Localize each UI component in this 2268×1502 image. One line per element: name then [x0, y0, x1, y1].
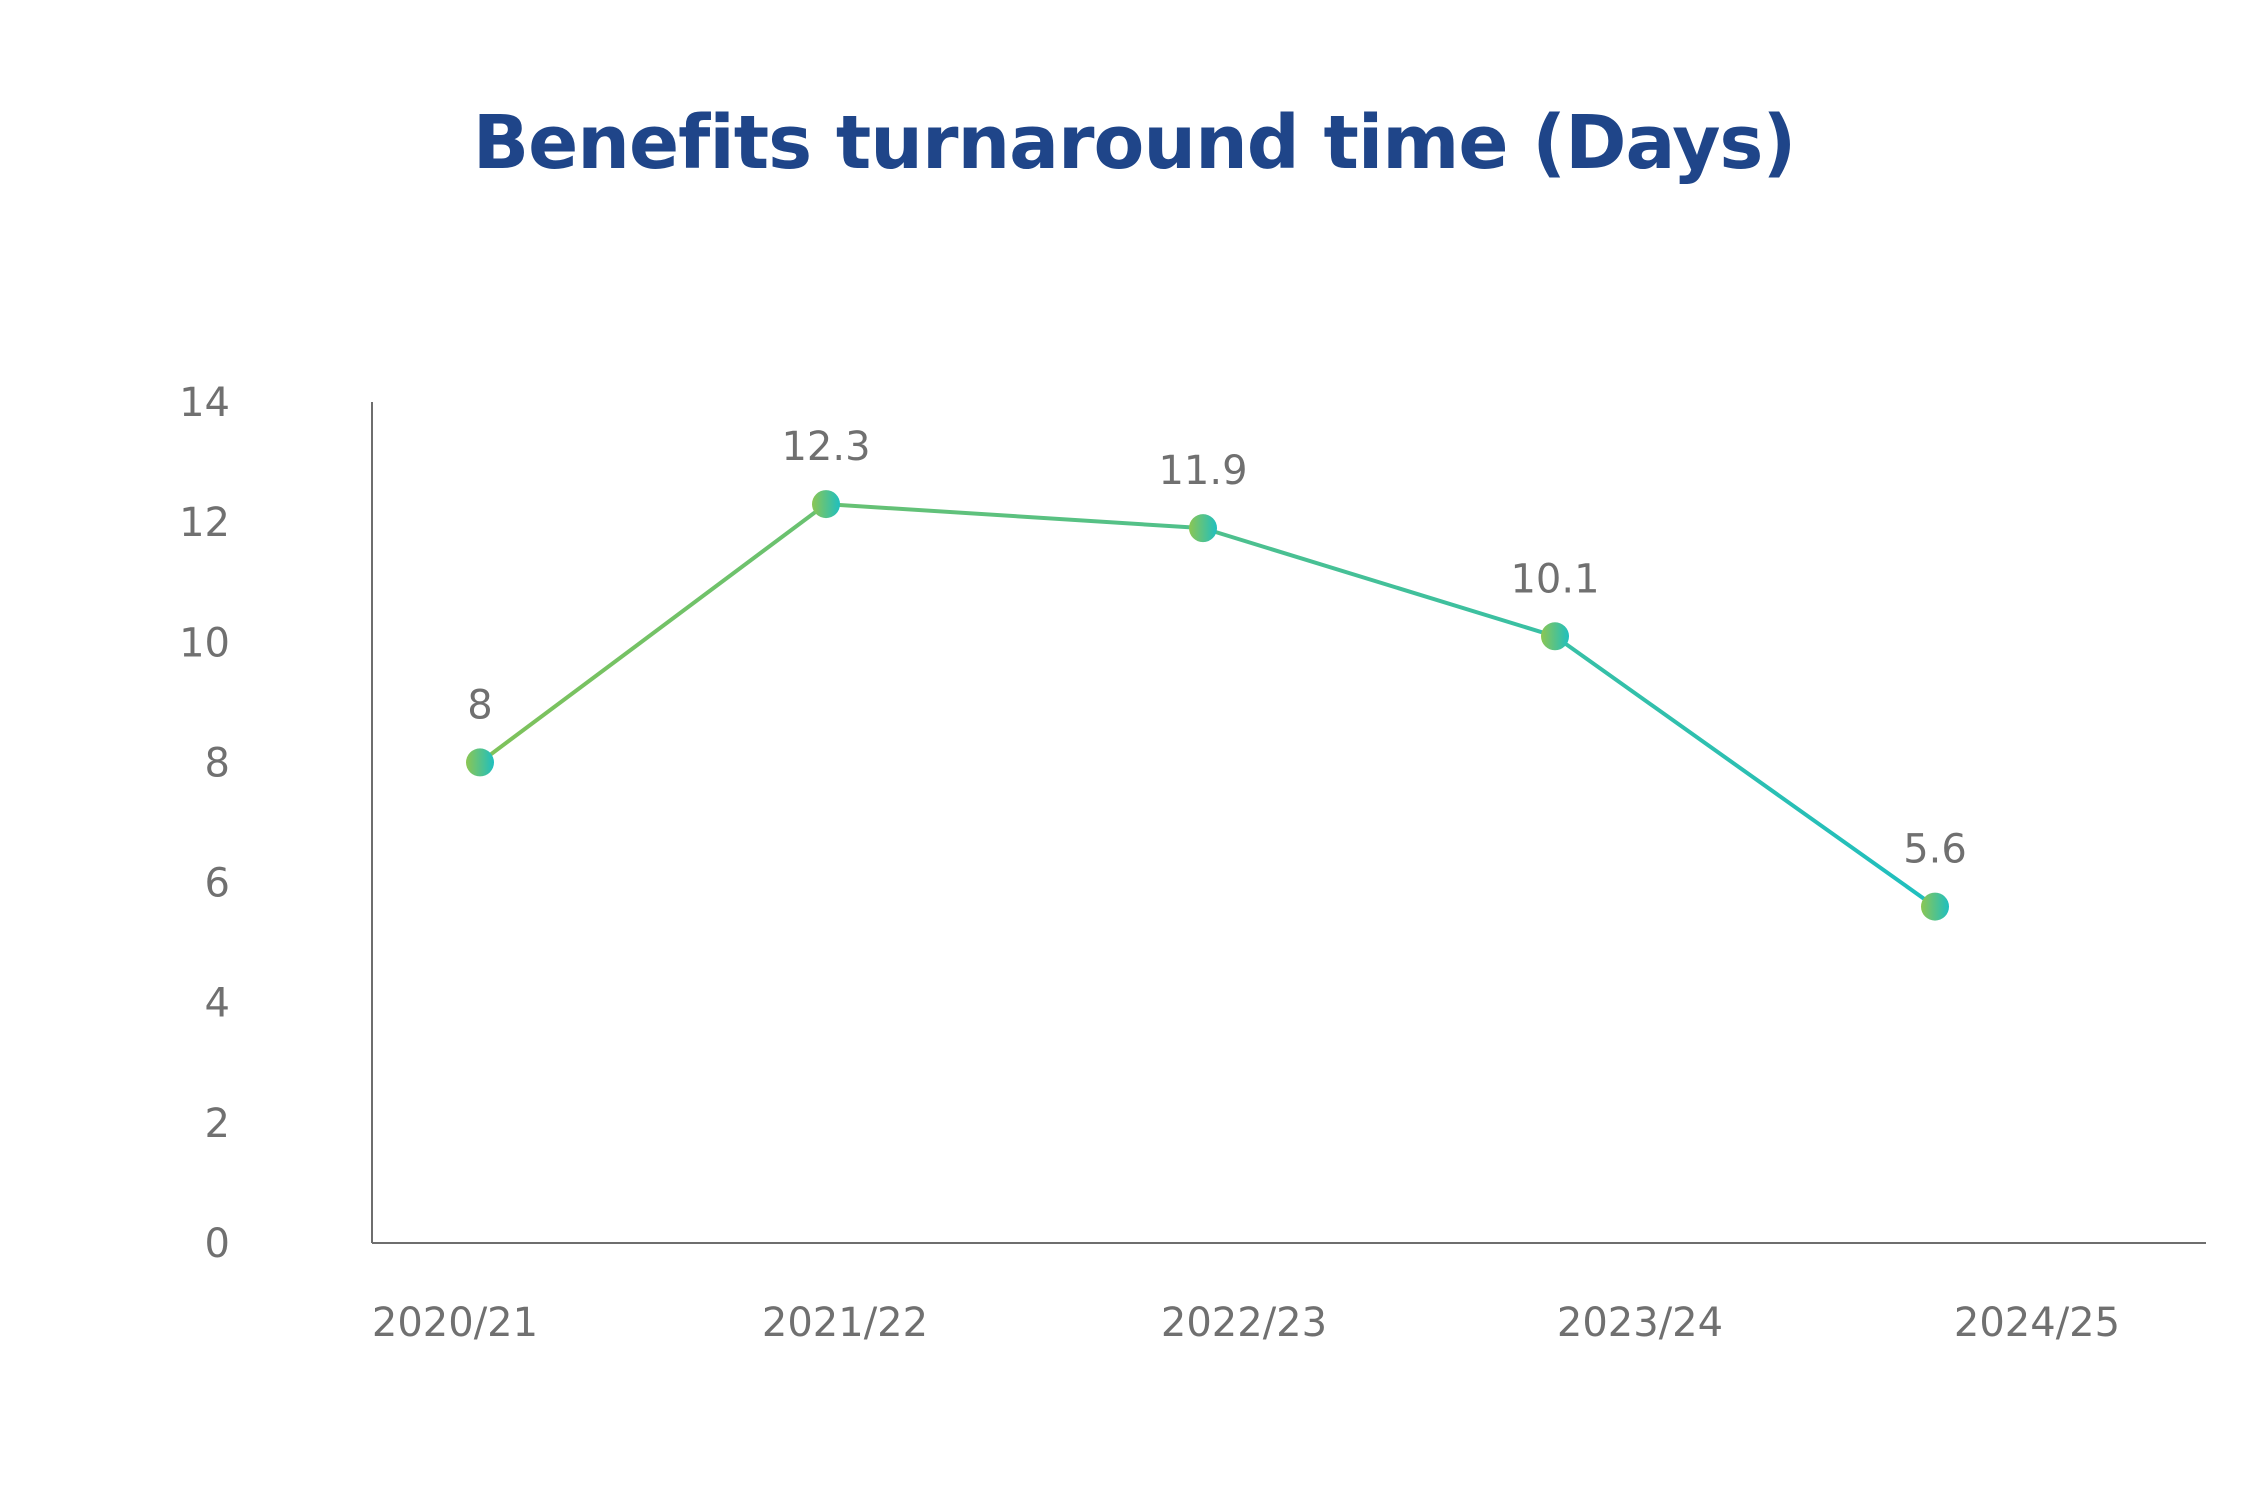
y-tick-label: 0 — [205, 1221, 230, 1267]
data-label: 12.3 — [781, 424, 870, 470]
chart-title: Benefits turnaround time (Days) — [472, 100, 1797, 186]
x-axis: 2020/21 2021/22 2022/23 2023/24 2024/25 — [372, 1242, 2206, 1346]
y-tick-label: 6 — [205, 861, 230, 907]
data-point-marker — [812, 490, 840, 519]
data-label: 10.1 — [1510, 556, 1599, 602]
y-tick-label: 4 — [205, 981, 230, 1027]
x-tick-label: 2023/24 — [1557, 1300, 1723, 1346]
data-point-marker — [1921, 892, 1949, 921]
y-tick-label: 14 — [179, 380, 230, 426]
x-tick-label: 2024/25 — [1954, 1300, 2120, 1346]
x-tick-label: 2021/22 — [762, 1300, 928, 1346]
y-tick-label: 10 — [179, 620, 230, 666]
data-label: 11.9 — [1158, 448, 1247, 494]
data-point-marker — [1189, 514, 1217, 543]
y-tick-label: 8 — [205, 740, 230, 786]
y-axis: 0 2 4 6 8 10 12 14 — [179, 380, 373, 1267]
data-series: 8 12.3 11.9 10.1 5.6 — [466, 424, 1967, 921]
data-label: 5.6 — [1903, 827, 1967, 873]
data-point-marker — [1541, 622, 1569, 651]
series-line — [478, 502, 1937, 909]
y-tick-label: 2 — [205, 1101, 230, 1147]
y-tick-label: 12 — [179, 500, 230, 546]
data-point-marker — [466, 748, 494, 777]
x-tick-label: 2020/21 — [372, 1300, 538, 1346]
data-label: 8 — [467, 682, 492, 728]
x-tick-label: 2022/23 — [1161, 1300, 1327, 1346]
